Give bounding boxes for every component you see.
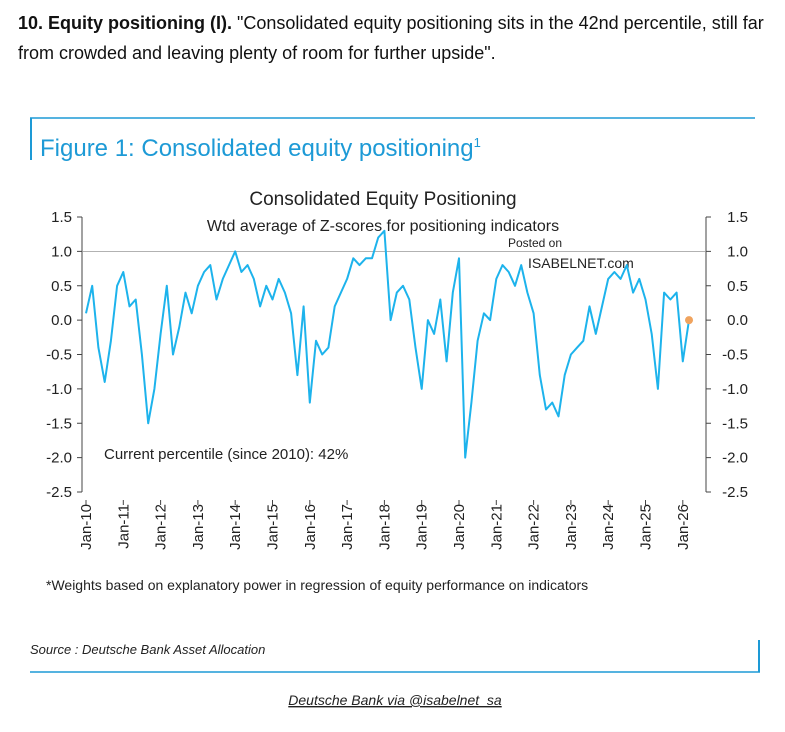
x-tick-label: Jan-14: [227, 504, 244, 550]
x-tick-label: Jan-25: [638, 504, 655, 550]
x-tick-label: Jan-15: [265, 504, 282, 550]
watermark: Posted on: [508, 236, 562, 250]
chart-title: Consolidated Equity Positioning: [249, 189, 516, 210]
figure-title: Figure 1: Consolidated equity positionin…: [40, 135, 481, 162]
y-tick-label: -1.0: [46, 381, 72, 398]
watermark: ISABELNET.com: [528, 255, 634, 271]
y-tick-label: -2.0: [46, 450, 72, 467]
line-series: [85, 229, 690, 459]
y2-tick-label: -2.0: [722, 450, 748, 467]
y-tick-label: 1.5: [51, 209, 72, 226]
annotation: Current percentile (since 2010): 42%: [104, 446, 348, 463]
y-tick-label: -0.5: [46, 347, 72, 364]
x-tick-label: Jan-19: [414, 504, 431, 550]
y2-tick-label: -1.5: [722, 415, 748, 432]
y-tick-label: -2.5: [46, 484, 72, 501]
x-tick-label: Jan-11: [115, 504, 132, 549]
x-tick-label: Jan-17: [339, 504, 356, 550]
x-tick-label: Jan-10: [78, 504, 95, 550]
x-tick-label: Jan-20: [451, 504, 468, 550]
y2-tick-label: -2.5: [722, 484, 748, 501]
y2-tick-label: -1.0: [722, 381, 748, 398]
credit: Deutsche Bank via @isabelnet_sa: [288, 692, 502, 708]
figure-title-sup: 1: [474, 135, 481, 150]
x-tick-label: Jan-16: [302, 504, 319, 550]
x-tick-label: Jan-21: [488, 504, 505, 550]
y-tick-label: 0.5: [51, 278, 72, 295]
header-text: "Consolidated equity positioning sits in…: [18, 13, 764, 63]
y-tick-label: 0.0: [51, 312, 72, 329]
y2-tick-label: 0.5: [727, 278, 748, 295]
y2-tick-label: 1.0: [727, 243, 748, 260]
y2-tick-label: 1.5: [727, 209, 748, 226]
x-tick-label: Jan-13: [190, 504, 207, 550]
x-tick-label: Jan-12: [153, 504, 170, 550]
y-tick-label: -1.5: [46, 415, 72, 432]
footnote: *Weights based on explanatory power in r…: [46, 577, 588, 593]
x-tick-label: Jan-24: [600, 504, 617, 550]
source: Source : Deutsche Bank Asset Allocation: [30, 642, 265, 657]
x-tick-label: Jan-22: [526, 504, 543, 550]
y2-tick-label: -0.5: [722, 347, 748, 364]
last-point: [685, 316, 694, 325]
x-tick-label: Jan-26: [675, 504, 692, 550]
figure-title-text: Figure 1: Consolidated equity positionin…: [40, 135, 474, 162]
x-tick-label: Jan-23: [563, 504, 580, 550]
header-lead: 10. Equity positioning (I).: [18, 13, 232, 33]
header: 10. Equity positioning (I). "Consolidate…: [18, 8, 768, 68]
plot: -2.5 -2.5 -2.0 -2.0 -1.5 -1.5 -1.0 -1.0 -0.5 -0.5…: [46, 209, 748, 550]
chart-subtitle: Wtd average of Z-scores for positioning …: [207, 218, 559, 235]
y2-tick-label: 0.0: [727, 312, 748, 329]
y-tick-label: 1.0: [51, 243, 72, 260]
x-tick-label: Jan-18: [376, 504, 393, 550]
